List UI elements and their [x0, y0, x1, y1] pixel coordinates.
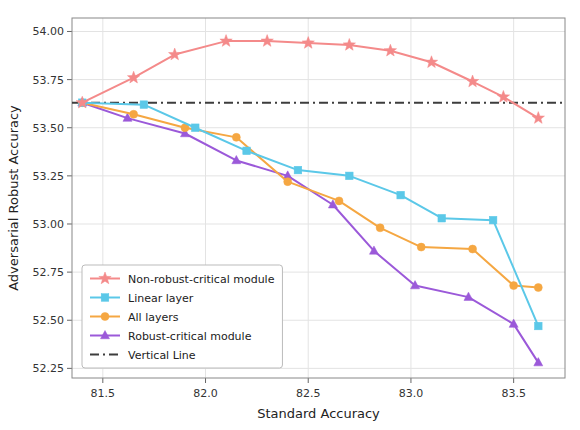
tick-label-y: 52.50 [33, 314, 65, 327]
grid-line-y [72, 175, 565, 176]
tick-label-x: 81.5 [91, 387, 116, 400]
series [76, 35, 544, 124]
point [532, 112, 544, 124]
tick-y [67, 127, 72, 128]
tick-x [513, 378, 514, 383]
point [469, 245, 477, 253]
tick-y [67, 368, 72, 369]
plot-frame [72, 18, 565, 378]
tick-y [67, 175, 72, 176]
tick-label-y: 53.75 [33, 74, 65, 87]
series-line [82, 103, 538, 288]
tick-label-y: 53.50 [33, 122, 65, 135]
point [243, 147, 251, 155]
tick-x [205, 378, 206, 383]
tick-label-x: 82.0 [193, 387, 218, 400]
point [417, 243, 425, 251]
tick-label-y: 54.00 [33, 25, 65, 38]
tick-x [410, 378, 411, 383]
point [127, 71, 139, 83]
point [534, 358, 543, 366]
series-line [82, 41, 538, 118]
point [76, 96, 88, 108]
tick-y [67, 31, 72, 32]
point [302, 37, 314, 49]
tick-label-y: 53.25 [33, 170, 65, 183]
legend-box [82, 265, 282, 368]
legend-label: All layers [128, 311, 179, 324]
point [232, 155, 241, 163]
tick-x [308, 378, 309, 383]
point [425, 56, 437, 68]
tick-label-y: 53.00 [33, 218, 65, 231]
grid-line-x [410, 18, 411, 378]
legend-marker [101, 331, 110, 339]
point [220, 35, 232, 47]
tick-y [67, 272, 72, 273]
point [397, 191, 405, 199]
point [384, 44, 396, 56]
point [346, 172, 354, 180]
tick-x [102, 378, 103, 383]
point [140, 101, 148, 109]
point [343, 38, 355, 50]
point [497, 90, 509, 102]
point [411, 281, 420, 289]
tick-label-x: 83.5 [501, 387, 526, 400]
point [284, 178, 292, 186]
grid-line-x [308, 18, 309, 378]
point [261, 35, 273, 47]
point [191, 124, 199, 132]
data [72, 35, 565, 366]
legend-label: Non-robust-critical module [128, 273, 275, 286]
point [169, 48, 181, 60]
series [78, 99, 542, 292]
legend-label: Linear layer [128, 292, 194, 305]
grid-line-y [72, 31, 565, 32]
point [509, 319, 518, 327]
point [294, 166, 302, 174]
tick-label-y: 52.25 [33, 362, 65, 375]
tick-y [67, 223, 72, 224]
series [78, 99, 542, 330]
legend: Non-robust-critical module Linear layer Al… [82, 265, 282, 368]
series-line [82, 103, 538, 326]
point [466, 75, 478, 87]
legend-marker [101, 294, 109, 302]
grid-line-y [72, 127, 565, 128]
grid [72, 18, 565, 378]
point [489, 216, 497, 224]
point [510, 282, 518, 290]
legend-swatch [90, 354, 120, 356]
point [130, 110, 138, 118]
tick-y [67, 79, 72, 80]
legend-marker [101, 313, 109, 321]
point [376, 224, 384, 232]
point [438, 214, 446, 222]
legend-label: Vertical Line [128, 349, 196, 362]
tick-label-y: 52.75 [33, 266, 65, 279]
y-axis-label: Adversarial Robust Accuracy [6, 105, 21, 291]
point [369, 246, 378, 254]
tick-label-x: 83.0 [399, 387, 424, 400]
tick-label-x: 82.5 [296, 387, 321, 400]
legend-label: Robust-critical module [128, 330, 252, 343]
axes: 52.25 52.50 52.75 53.00 53.25 53.50 53.75 54.00… [33, 18, 566, 400]
tick-y [67, 320, 72, 321]
point [534, 284, 542, 292]
point [232, 133, 240, 141]
legend-marker [99, 272, 111, 284]
point [335, 197, 343, 205]
point [464, 292, 473, 300]
point [534, 322, 542, 330]
grid-line-y [72, 79, 565, 80]
chart: 52.25 52.50 52.75 53.00 53.25 53.50 53.75 54.00… [0, 0, 580, 430]
x-axis-label: Standard Accuracy [257, 406, 380, 421]
